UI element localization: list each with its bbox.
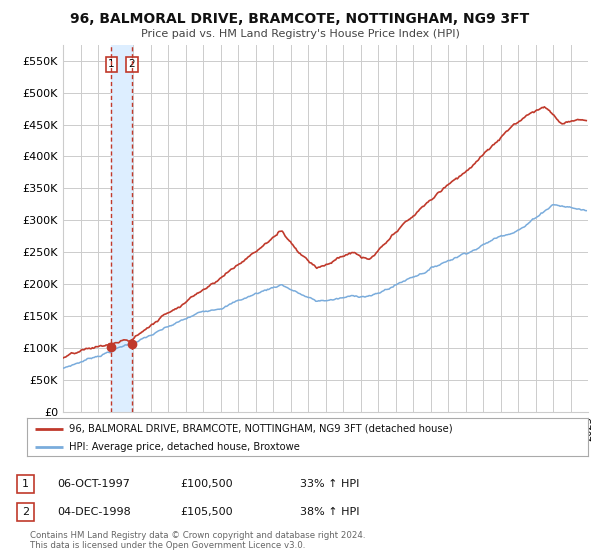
Text: 1: 1 [22,479,29,489]
Text: £105,500: £105,500 [180,507,233,517]
Text: HPI: Average price, detached house, Broxtowe: HPI: Average price, detached house, Brox… [69,442,300,452]
Text: 06-OCT-1997: 06-OCT-1997 [57,479,130,489]
Text: 33% ↑ HPI: 33% ↑ HPI [300,479,359,489]
Text: 38% ↑ HPI: 38% ↑ HPI [300,507,359,517]
Text: 04-DEC-1998: 04-DEC-1998 [57,507,131,517]
Text: 1: 1 [108,59,115,69]
Text: £100,500: £100,500 [180,479,233,489]
Text: 96, BALMORAL DRIVE, BRAMCOTE, NOTTINGHAM, NG9 3FT (detached house): 96, BALMORAL DRIVE, BRAMCOTE, NOTTINGHAM… [69,424,453,434]
Text: This data is licensed under the Open Government Licence v3.0.: This data is licensed under the Open Gov… [30,541,305,550]
Text: Price paid vs. HM Land Registry's House Price Index (HPI): Price paid vs. HM Land Registry's House … [140,29,460,39]
Text: Contains HM Land Registry data © Crown copyright and database right 2024.: Contains HM Land Registry data © Crown c… [30,531,365,540]
Text: 2: 2 [22,507,29,517]
Text: 2: 2 [128,59,135,69]
Text: 96, BALMORAL DRIVE, BRAMCOTE, NOTTINGHAM, NG9 3FT: 96, BALMORAL DRIVE, BRAMCOTE, NOTTINGHAM… [70,12,530,26]
Bar [112,45,131,412]
